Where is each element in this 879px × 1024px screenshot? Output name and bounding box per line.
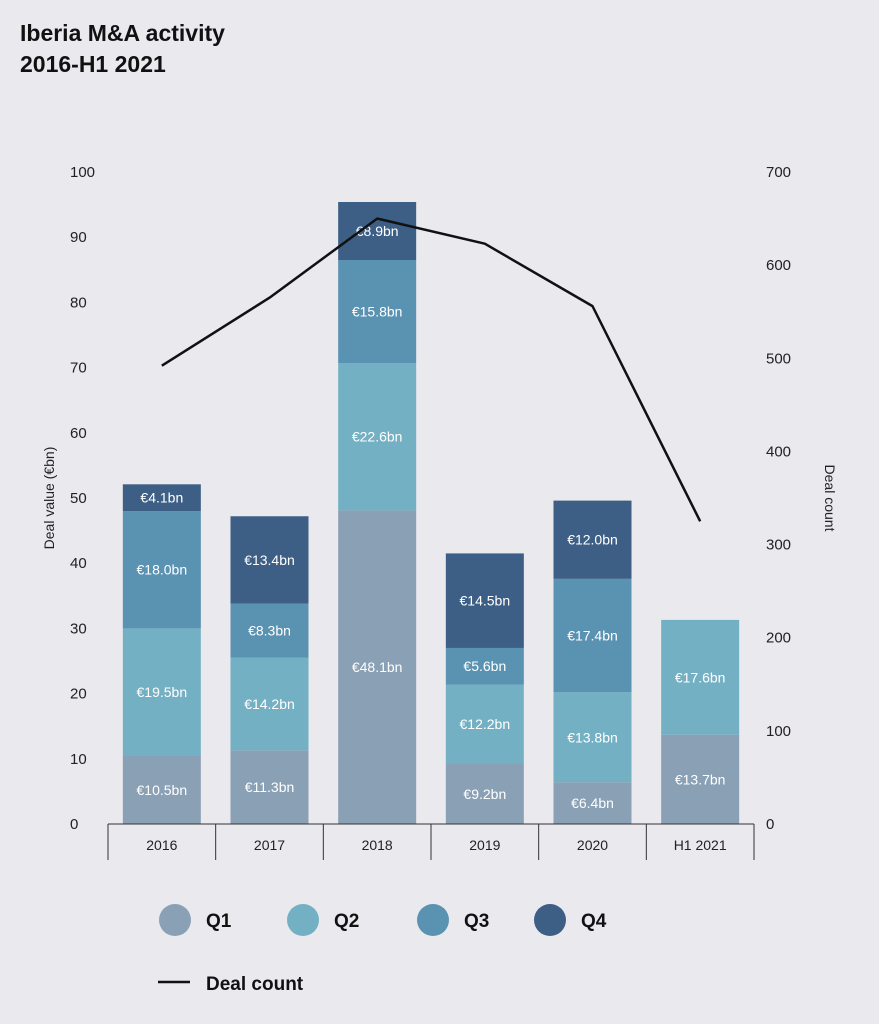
chart-title: Iberia M&A activity 2016-H1 2021 (20, 18, 225, 80)
bar-value-label: €8.3bn (248, 623, 291, 639)
left-axis-ticks: 0 10 20 30 40 50 60 70 80 90 100 (70, 164, 95, 833)
bar-value-label: €13.7bn (675, 771, 726, 787)
y2-tick-label: 500 (766, 350, 791, 367)
bar-value-label: €6.4bn (571, 795, 614, 811)
bar-value-label: €13.4bn (244, 552, 295, 568)
bar-stacks: €10.5bn €19.5bn €18.0bn €4.1bn €11.3bn €14.2b… (122, 201, 740, 824)
bar-value-label: €12.2bn (460, 716, 511, 732)
y-tick-label: 70 (70, 360, 87, 377)
bar-value-label: €15.8bn (352, 304, 403, 320)
bar-value-label: €48.1bn (352, 659, 403, 675)
bar-segment-q1 (230, 750, 309, 824)
bar-value-label: €14.5bn (460, 593, 511, 609)
x-tick-label: 2017 (254, 837, 285, 853)
bar-segment-q1 (445, 764, 524, 824)
y2-tick-label: 100 (766, 723, 791, 740)
y-tick-label: 40 (70, 555, 87, 572)
bar-value-label: €4.1bn (140, 490, 183, 506)
bar-segment-q4 (230, 516, 309, 604)
bar-segment-q1 (553, 782, 632, 824)
y-tick-label: 60 (70, 425, 87, 442)
y-tick-label: 30 (70, 620, 87, 637)
bar-segment-q3 (122, 511, 201, 629)
bar-segment-q2 (338, 363, 417, 511)
legend-label: Q3 (464, 911, 489, 932)
deal-count-line (161, 217, 702, 522)
bar-segment-q4 (338, 201, 417, 261)
bar-segment-q4 (553, 500, 632, 579)
bar-segment-q2 (553, 692, 632, 783)
bar-value-label: €18.0bn (137, 562, 188, 578)
legend-label: Q2 (334, 911, 359, 932)
bar-segment-q2 (122, 628, 201, 756)
x-axis: 2016 2017 2018 2019 2020 H1 2021 (107, 823, 755, 860)
bar-value-label: €12.0bn (567, 532, 618, 548)
bar-value-label: €9.2bn (463, 786, 506, 802)
y-tick-label: 10 (70, 751, 87, 768)
bar-segment-q4 (122, 484, 201, 512)
bar-value-label: €11.3bn (245, 779, 295, 795)
y2-tick-label: 300 (766, 537, 791, 554)
bar-value-label: €14.2bn (244, 696, 295, 712)
right-axis-ticks: 0 100 200 300 400 500 600 700 (766, 164, 791, 833)
bar-value-label: €13.8bn (567, 729, 618, 745)
x-tick-label: 2019 (469, 837, 500, 853)
legend-swatch-q4 (534, 904, 566, 936)
bar-segment-q1 (122, 755, 201, 824)
x-tick-label: H1 2021 (674, 837, 727, 853)
bar-value-label: €22.6bn (352, 429, 403, 445)
bar-segment-q3 (445, 647, 524, 685)
bar-segment-q1 (338, 510, 417, 824)
bar-segment-q3 (230, 603, 309, 658)
y-tick-label: 20 (70, 686, 87, 703)
bar-segment-q1 (661, 734, 740, 824)
legend: Q1 Q2 Q3 Q4 Deal count (158, 904, 607, 995)
x-tick-label: 2016 (146, 837, 177, 853)
bar-segment-q3 (338, 260, 417, 364)
y2-tick-label: 0 (766, 816, 774, 833)
legend-label: Q4 (581, 911, 607, 932)
bar-segment-q2 (230, 657, 309, 751)
y2-tick-label: 400 (766, 443, 791, 460)
bar-segment-q2 (445, 684, 524, 765)
y-tick-label: 0 (70, 816, 78, 833)
bar-segment-q4 (445, 553, 524, 648)
legend-swatch-q3 (417, 904, 449, 936)
y-tick-label: 90 (70, 229, 87, 246)
y-tick-label: 50 (70, 490, 87, 507)
bar-value-label: €17.6bn (675, 669, 726, 685)
y-axis-title: Deal value (€bn) (41, 447, 57, 550)
x-tick-label: 2020 (577, 837, 608, 853)
legend-swatch-q1 (159, 904, 191, 936)
y-tick-label: 80 (70, 294, 87, 311)
legend-swatch-q2 (287, 904, 319, 936)
y2-tick-label: 700 (766, 164, 791, 181)
bar-segment-q3 (553, 578, 632, 693)
chart-title-line1: Iberia M&A activity (20, 20, 225, 46)
y-tick-label: 100 (70, 164, 95, 181)
bar-value-label: €10.5bn (137, 782, 188, 798)
legend-label: Q1 (206, 911, 232, 932)
bar-value-label: €19.5bn (137, 684, 188, 700)
y2-tick-label: 200 (766, 630, 791, 647)
chart-title-line2: 2016-H1 2021 (20, 51, 166, 77)
y2-axis-title: Deal count (822, 465, 838, 532)
bar-segment-q2 (661, 619, 740, 735)
bar-value-label: €17.4bn (567, 628, 618, 644)
bar-value-label: €5.6bn (463, 658, 506, 674)
legend-label: Deal count (206, 974, 304, 995)
x-tick-label: 2018 (362, 837, 393, 853)
y2-tick-label: 600 (766, 257, 791, 274)
deal-count-line-group (161, 217, 702, 522)
